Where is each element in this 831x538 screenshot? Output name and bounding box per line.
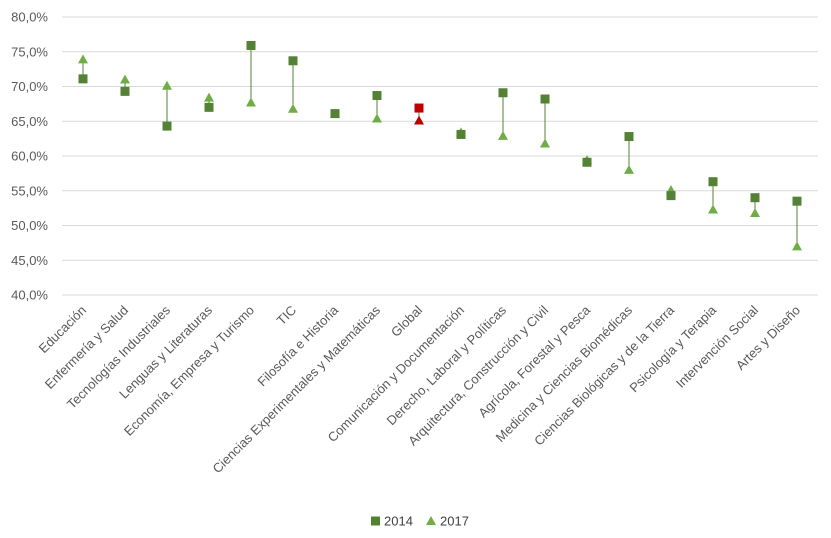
point-2014 bbox=[162, 121, 172, 131]
x-tick-label: Global bbox=[388, 302, 425, 339]
point-2017 bbox=[708, 204, 718, 214]
y-tick-label: 50,0% bbox=[11, 218, 48, 233]
point-2014 bbox=[372, 91, 382, 101]
point-2014 bbox=[498, 88, 508, 98]
point-2014 bbox=[288, 56, 298, 66]
legend-label-2014: 2014 bbox=[384, 514, 413, 529]
point-2014 bbox=[456, 129, 466, 139]
point-2014 bbox=[750, 193, 760, 203]
point-2014 bbox=[666, 191, 676, 201]
point-2014 bbox=[414, 103, 424, 113]
point-2017 bbox=[750, 207, 760, 217]
point-2017 bbox=[204, 92, 214, 102]
point-2014 bbox=[120, 86, 130, 96]
point-2014 bbox=[246, 40, 256, 50]
y-tick-label: 80,0% bbox=[11, 10, 48, 25]
y-tick-label: 70,0% bbox=[11, 79, 48, 94]
point-2017 bbox=[624, 164, 634, 174]
y-tick-label: 40,0% bbox=[11, 288, 48, 303]
point-2014 bbox=[78, 74, 88, 84]
point-2017 bbox=[792, 241, 802, 251]
y-tick-label: 60,0% bbox=[11, 149, 48, 164]
point-2017 bbox=[498, 130, 508, 140]
point-2014 bbox=[582, 157, 592, 167]
legend-marker-2017 bbox=[426, 516, 436, 525]
x-tick-label: TIC bbox=[274, 303, 299, 328]
point-2017 bbox=[540, 138, 550, 148]
point-2017 bbox=[162, 80, 172, 90]
point-2017 bbox=[246, 97, 256, 107]
point-2017 bbox=[372, 113, 382, 123]
y-tick-label: 65,0% bbox=[11, 114, 48, 129]
legend-label-2017: 2017 bbox=[440, 514, 469, 529]
point-2017 bbox=[414, 115, 424, 125]
y-tick-label: 75,0% bbox=[11, 44, 48, 59]
legend-marker-2014 bbox=[371, 516, 380, 526]
point-2014 bbox=[330, 109, 340, 119]
y-tick-label: 45,0% bbox=[11, 253, 48, 268]
point-2014 bbox=[624, 132, 634, 142]
point-2014 bbox=[708, 177, 718, 187]
point-2017 bbox=[288, 103, 298, 113]
point-2014 bbox=[204, 102, 214, 112]
point-2014 bbox=[792, 196, 802, 206]
point-2017 bbox=[120, 74, 130, 84]
point-2017 bbox=[78, 54, 88, 64]
point-2014 bbox=[540, 94, 550, 104]
y-tick-label: 55,0% bbox=[11, 183, 48, 198]
